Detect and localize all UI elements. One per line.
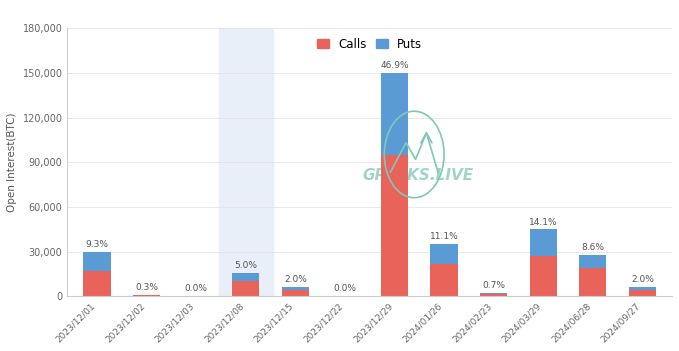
Bar bbox=[232, 282, 259, 296]
Text: 9.3%: 9.3% bbox=[86, 240, 109, 249]
Bar bbox=[84, 271, 111, 296]
Bar bbox=[480, 293, 507, 294]
Bar bbox=[282, 290, 309, 296]
Bar bbox=[579, 268, 606, 296]
Text: 0.0%: 0.0% bbox=[333, 284, 356, 293]
Y-axis label: Open Interest(BTC): Open Interest(BTC) bbox=[7, 113, 17, 212]
Bar bbox=[430, 264, 458, 296]
Bar bbox=[133, 295, 160, 296]
Text: 2.0%: 2.0% bbox=[631, 275, 654, 284]
Bar bbox=[430, 244, 458, 264]
Text: GREEKS.LIVE: GREEKS.LIVE bbox=[363, 168, 474, 183]
Text: 14.1%: 14.1% bbox=[529, 218, 557, 227]
Bar bbox=[629, 287, 656, 290]
Bar bbox=[84, 252, 111, 271]
Legend: Calls, Puts: Calls, Puts bbox=[314, 34, 426, 54]
Bar bbox=[219, 28, 273, 296]
Text: 0.3%: 0.3% bbox=[135, 283, 158, 292]
Text: 8.6%: 8.6% bbox=[581, 243, 604, 252]
Bar bbox=[282, 287, 309, 290]
Bar bbox=[381, 155, 408, 296]
Bar bbox=[530, 256, 557, 296]
Text: 0.7%: 0.7% bbox=[482, 282, 505, 290]
Bar bbox=[579, 255, 606, 268]
Text: 5.0%: 5.0% bbox=[234, 261, 257, 270]
Bar bbox=[530, 229, 557, 256]
Bar bbox=[629, 290, 656, 296]
Bar bbox=[480, 294, 507, 296]
Text: 11.1%: 11.1% bbox=[430, 232, 458, 241]
Bar bbox=[381, 73, 408, 155]
Text: 46.9%: 46.9% bbox=[380, 61, 409, 71]
Bar bbox=[232, 272, 259, 282]
Text: 0.0%: 0.0% bbox=[185, 284, 208, 293]
Text: 2.0%: 2.0% bbox=[284, 275, 307, 284]
